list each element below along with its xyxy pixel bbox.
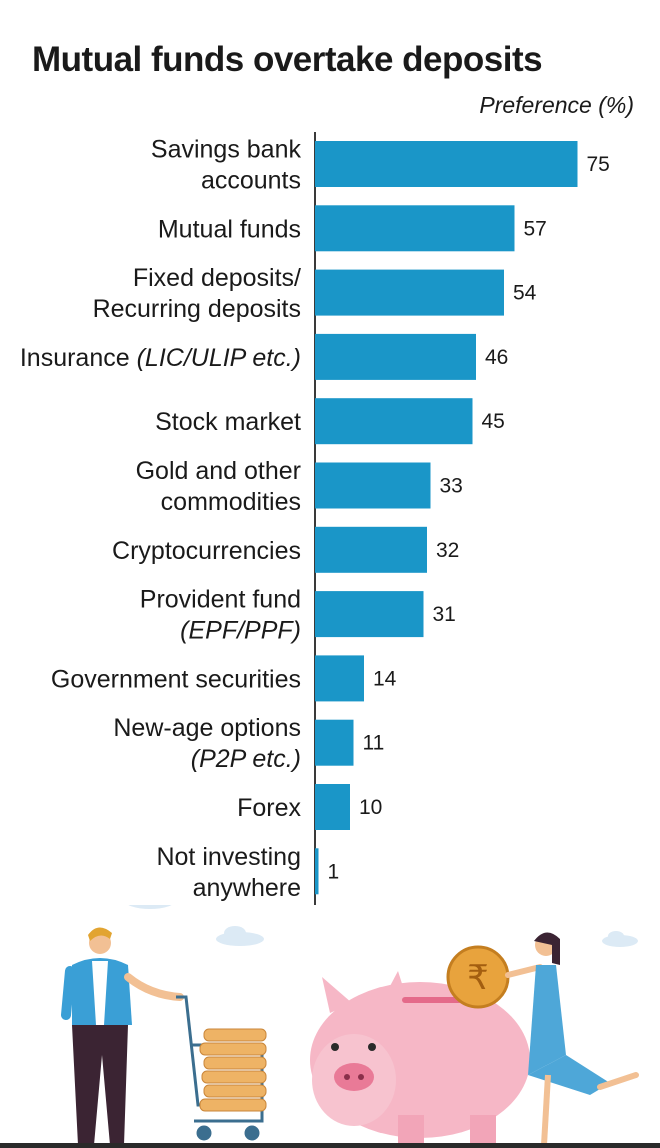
cloud-icon <box>128 905 172 909</box>
data-label: 10 <box>359 796 382 819</box>
data-label: 54 <box>513 282 537 305</box>
category-label: (EPF/PPF) <box>180 617 301 645</box>
data-label: 32 <box>436 539 459 562</box>
bar <box>315 591 424 638</box>
category-label: Savings bank <box>151 136 302 164</box>
cloud-icon <box>602 931 638 947</box>
category-label: Government securities <box>51 665 301 693</box>
data-label: 46 <box>485 346 508 369</box>
bar <box>315 269 504 316</box>
data-label: 45 <box>482 410 505 433</box>
data-label: 1 <box>328 860 340 883</box>
bar <box>315 784 350 830</box>
bar <box>315 141 578 187</box>
category-label: commodities <box>161 488 301 516</box>
cloud-icon <box>216 926 264 946</box>
category-label: Not investing <box>156 843 301 871</box>
man-with-cart-icon <box>61 927 184 1145</box>
category-label: Provident fund <box>140 586 301 614</box>
data-label: 31 <box>433 603 456 626</box>
bar-chart: 75 Savings bank accounts 57 Mutual funds 54 Fi… <box>20 132 610 905</box>
data-label: 75 <box>587 153 610 176</box>
data-label: 11 <box>363 732 385 755</box>
woman-with-rupee-coin-icon: ₹ <box>446 932 639 1146</box>
bar <box>315 848 319 895</box>
category-label: Fixed deposits/ <box>133 264 301 292</box>
bar <box>315 398 473 445</box>
rupee-symbol: ₹ <box>467 958 489 998</box>
unit-label: Preference (%) <box>479 92 634 118</box>
category-label: anywhere <box>193 874 301 902</box>
category-label: Forex <box>237 794 301 822</box>
bar <box>315 526 427 573</box>
category-label: Cryptocurrencies <box>112 537 301 565</box>
category-label: Mutual funds <box>158 215 301 243</box>
bar <box>315 719 354 766</box>
category-label: New-age options <box>113 714 301 742</box>
category-label: Insurance (LIC/ULIP etc.) <box>20 344 301 372</box>
data-label: 57 <box>524 217 547 240</box>
category-label: Recurring deposits <box>93 295 301 323</box>
data-label: 33 <box>440 475 463 498</box>
category-label: Gold and other <box>136 457 301 485</box>
illustration: ₹ <box>0 905 660 1148</box>
bar <box>315 462 431 509</box>
piggy-bank-icon <box>310 971 530 1148</box>
coin-stack-icon <box>199 1028 267 1112</box>
category-label: accounts <box>201 167 301 195</box>
bar <box>315 655 364 702</box>
category-label: (P2P etc.) <box>191 745 301 773</box>
chart-title: Mutual funds overtake deposits <box>32 40 543 79</box>
data-label: 14 <box>373 667 397 690</box>
bar <box>315 333 476 380</box>
category-label: Stock market <box>155 408 301 436</box>
bar <box>315 205 515 252</box>
